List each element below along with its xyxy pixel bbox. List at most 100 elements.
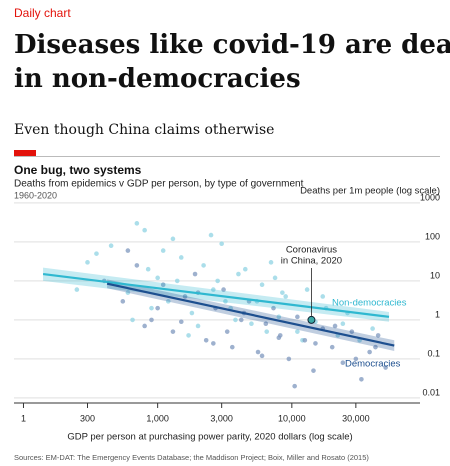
point <box>160 248 166 253</box>
point <box>340 360 346 365</box>
point <box>295 314 300 320</box>
point <box>178 255 184 260</box>
red-tag <box>14 150 36 156</box>
point <box>170 236 176 242</box>
x-tick-label: 10,000 <box>278 413 306 423</box>
point <box>155 275 160 281</box>
point <box>223 299 228 304</box>
point <box>211 287 216 292</box>
x-tick-label: 3,000 <box>210 413 233 423</box>
point <box>340 321 346 326</box>
point <box>195 323 201 329</box>
annotation-text: Coronavirus <box>286 245 337 256</box>
point <box>276 335 282 340</box>
point <box>142 323 147 329</box>
point <box>160 282 166 288</box>
y-tick-label: 1000 <box>420 192 440 202</box>
point <box>215 278 220 284</box>
point <box>249 321 254 326</box>
point <box>178 319 184 325</box>
point <box>383 365 388 370</box>
point <box>208 232 214 238</box>
annotation-text: in China, 2020 <box>281 256 342 267</box>
point <box>295 329 300 334</box>
point <box>165 299 171 304</box>
point <box>259 282 265 288</box>
point <box>280 290 285 295</box>
y-tick-label: 100 <box>425 231 440 241</box>
point <box>292 383 297 389</box>
chart-subtitle: Deaths from epidemics v GDP per person, … <box>14 179 304 190</box>
point <box>125 290 131 295</box>
point <box>359 376 364 382</box>
point <box>320 294 326 299</box>
point <box>174 278 180 284</box>
point <box>276 314 282 320</box>
point <box>201 263 206 268</box>
point <box>142 227 147 233</box>
point <box>259 353 265 359</box>
point <box>272 275 278 281</box>
chart-title: One bug, two systems <box>14 163 142 177</box>
x-tick-label: 1,000 <box>146 413 169 423</box>
y-axis-label: Deaths per 1m people (log scale) <box>300 186 440 197</box>
point <box>271 305 276 311</box>
y-tick-label: 10 <box>430 270 440 280</box>
point <box>149 317 154 323</box>
x-tick-label: 30,000 <box>342 413 370 423</box>
point <box>373 344 378 350</box>
point <box>189 310 195 316</box>
annotation-point <box>307 315 316 324</box>
point <box>233 317 238 323</box>
point <box>375 333 381 338</box>
x-axis-label: GDP per person at purchasing power parit… <box>67 432 352 443</box>
period: 1960-2020 <box>14 190 57 200</box>
point <box>236 271 241 277</box>
point <box>302 338 308 343</box>
point <box>134 221 140 226</box>
source: Sources: EM-DAT: The Emergency Events Da… <box>14 453 369 462</box>
point <box>238 317 244 323</box>
point <box>311 368 316 373</box>
point <box>145 266 151 272</box>
point <box>367 349 372 355</box>
point <box>229 344 235 350</box>
title: in non-democracies <box>14 64 301 94</box>
point <box>286 356 292 362</box>
point <box>170 329 176 334</box>
point <box>120 299 126 304</box>
point <box>313 341 318 346</box>
point <box>134 263 140 268</box>
trend-line <box>106 282 395 347</box>
point <box>203 338 209 343</box>
point <box>94 251 99 256</box>
point <box>186 333 191 338</box>
point <box>255 349 261 355</box>
x-tick-label: 300 <box>80 413 95 423</box>
point <box>130 317 135 323</box>
point <box>221 287 226 292</box>
title: Diseases like covid-19 are deadlier <box>14 30 450 60</box>
point <box>85 260 90 265</box>
point <box>74 287 80 292</box>
point <box>332 323 338 329</box>
header-label: Daily chart <box>14 6 71 20</box>
point <box>182 294 188 299</box>
point <box>268 260 274 265</box>
point <box>149 305 154 311</box>
point <box>219 241 224 247</box>
point <box>370 326 375 331</box>
point <box>353 356 359 362</box>
series-label: Non-democracies <box>332 298 407 309</box>
y-tick-label: 0.1 <box>427 348 440 358</box>
point <box>283 294 288 299</box>
point <box>264 329 270 334</box>
x-tick-label: 1 <box>21 413 26 423</box>
point <box>263 321 269 326</box>
subtitle: Even though China claims otherwise <box>14 122 274 138</box>
point <box>108 243 114 249</box>
y-tick-label: 0.01 <box>422 387 440 397</box>
point <box>125 248 131 253</box>
point <box>242 266 248 272</box>
